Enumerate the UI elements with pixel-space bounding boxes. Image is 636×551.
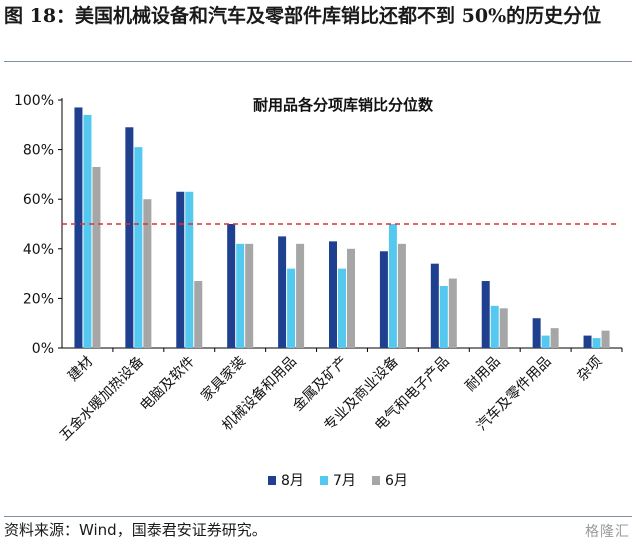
bar	[176, 191, 185, 348]
bar	[532, 318, 541, 348]
y-tick-label: 80%	[23, 143, 54, 159]
y-tick-label: 100%	[14, 93, 54, 109]
bar	[194, 281, 203, 348]
legend-swatch	[320, 476, 328, 485]
footer-divider	[4, 516, 632, 517]
bar	[185, 191, 194, 348]
bar	[397, 243, 406, 348]
x-tick-label: 建材	[65, 354, 96, 385]
bar	[125, 127, 134, 348]
bar	[74, 107, 83, 348]
chart-axes: 0% 20% 40% 60% 80% 100%	[14, 93, 623, 357]
bar	[83, 114, 92, 348]
bar	[583, 335, 592, 348]
figure-title: 图 18：美国机械设备和汽车及零部件库销比还都不到 50%的历史分位	[4, 5, 602, 27]
bar	[388, 224, 397, 348]
bar	[338, 268, 346, 348]
bar	[227, 224, 236, 348]
bar	[499, 308, 508, 348]
chart-title: 耐用品各分项库销比分位数	[253, 96, 434, 114]
y-tick-label: 0%	[32, 341, 54, 357]
x-tick-label: 耐用品	[463, 354, 504, 395]
bar	[329, 241, 337, 348]
bar	[134, 147, 143, 348]
bar	[439, 286, 448, 348]
bar	[601, 330, 610, 348]
bar	[592, 338, 601, 348]
bar	[481, 281, 490, 348]
bar	[347, 248, 355, 348]
bar	[278, 236, 287, 348]
watermark: 格隆汇	[585, 524, 630, 540]
y-tick-label: 40%	[23, 242, 54, 258]
bar	[143, 199, 152, 348]
bar	[296, 243, 305, 348]
bar	[448, 278, 457, 348]
legend-label: 8月	[281, 473, 304, 489]
title-divider	[4, 61, 632, 62]
x-tick-label: 杂项	[574, 354, 605, 385]
legend-label: 6月	[385, 473, 408, 489]
x-tick-label: 家具家装	[197, 353, 249, 405]
legend-swatch	[268, 476, 276, 485]
chart-bars	[74, 107, 610, 348]
bar	[236, 243, 245, 348]
bar	[490, 305, 499, 348]
bar	[430, 263, 439, 348]
x-tick-label: 五金水暖加热设备	[56, 353, 147, 444]
x-tick-label: 电脑及软件	[137, 354, 198, 415]
y-tick-label: 20%	[23, 291, 54, 307]
bar	[379, 251, 388, 348]
source-note: 资料来源：Wind，国泰君安证券研究。	[4, 521, 267, 539]
bar	[245, 243, 254, 348]
legend-label: 7月	[333, 473, 356, 489]
chart-legend: 8月 7月 6月	[268, 473, 408, 489]
bar	[541, 335, 550, 348]
bar	[550, 328, 559, 348]
legend-swatch	[372, 476, 380, 485]
bar	[92, 166, 101, 348]
bar	[287, 268, 296, 348]
y-tick-label: 60%	[23, 192, 54, 208]
